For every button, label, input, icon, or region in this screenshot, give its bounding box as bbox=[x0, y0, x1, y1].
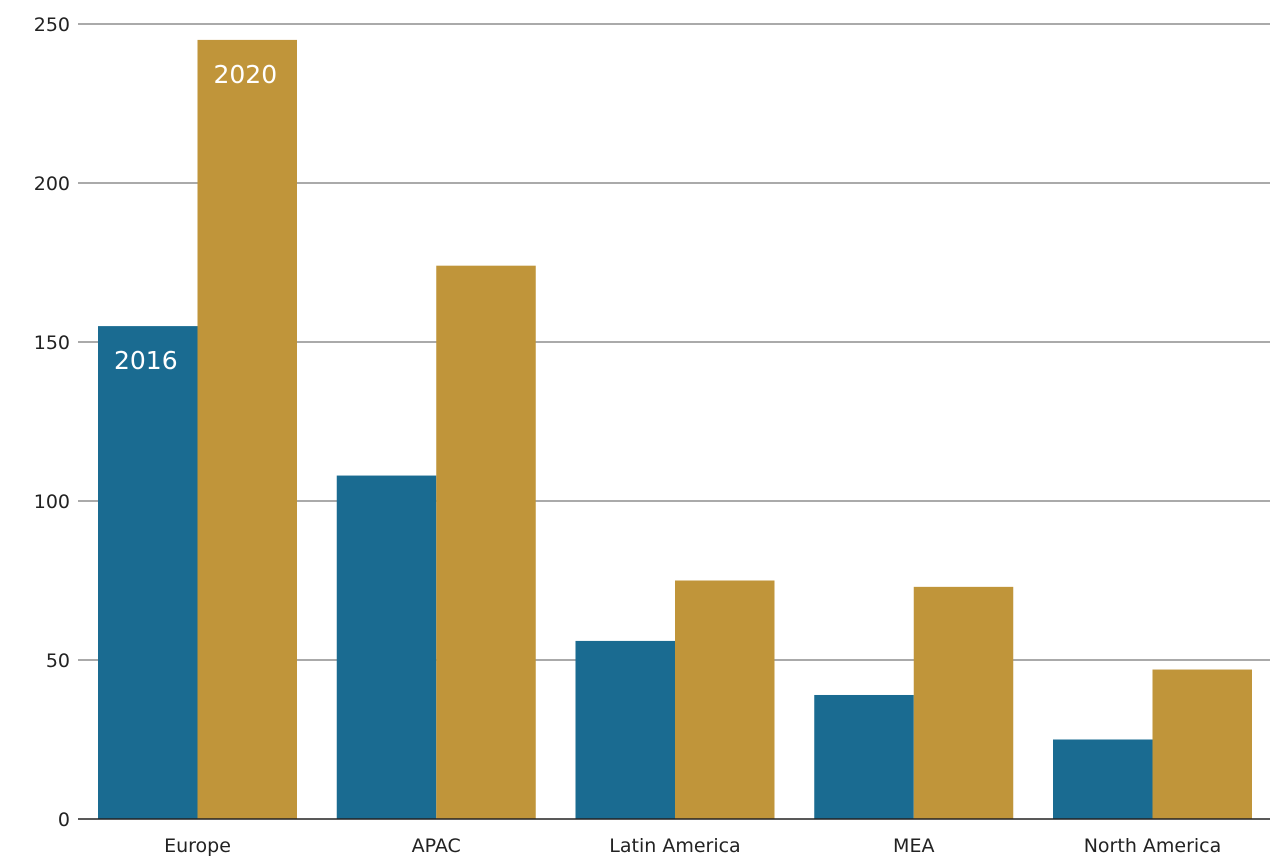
bars bbox=[98, 39, 1252, 819]
y-tick-label: 150 bbox=[34, 332, 70, 354]
y-tick-label: 100 bbox=[34, 491, 70, 513]
y-tick-label: 200 bbox=[34, 173, 70, 195]
bar-2020-europe bbox=[197, 39, 297, 819]
x-category-label: MEA bbox=[893, 835, 934, 856]
x-category-label: Latin America bbox=[609, 835, 740, 856]
y-tick-label: 250 bbox=[34, 14, 70, 36]
series-label-2020: 2020 bbox=[214, 60, 278, 89]
bar-2020-apac bbox=[436, 265, 536, 819]
y-axis-tick-labels: 0 50 100 150 200 250 bbox=[34, 14, 70, 831]
x-category-label: North America bbox=[1084, 835, 1222, 856]
bar-2016-mea bbox=[814, 694, 914, 819]
x-category-label: APAC bbox=[412, 835, 461, 856]
bar-2016-latin-america bbox=[575, 640, 675, 819]
bar-2016-north-america bbox=[1053, 739, 1153, 819]
bar-2020-mea bbox=[913, 586, 1014, 819]
y-tick-label: 50 bbox=[46, 650, 70, 672]
bar-2020-latin-america bbox=[675, 580, 775, 819]
bar-2016-apac bbox=[336, 475, 437, 819]
series-labels: 2016 2020 bbox=[114, 60, 277, 375]
bar-2016-europe bbox=[98, 326, 198, 819]
x-category-label: Europe bbox=[164, 835, 231, 856]
y-tick-label: 0 bbox=[58, 809, 70, 831]
series-label-2016: 2016 bbox=[114, 346, 178, 375]
bar-2020-north-america bbox=[1152, 669, 1252, 819]
x-axis-category-labels: Europe APAC Latin America MEA North America bbox=[164, 835, 1221, 856]
